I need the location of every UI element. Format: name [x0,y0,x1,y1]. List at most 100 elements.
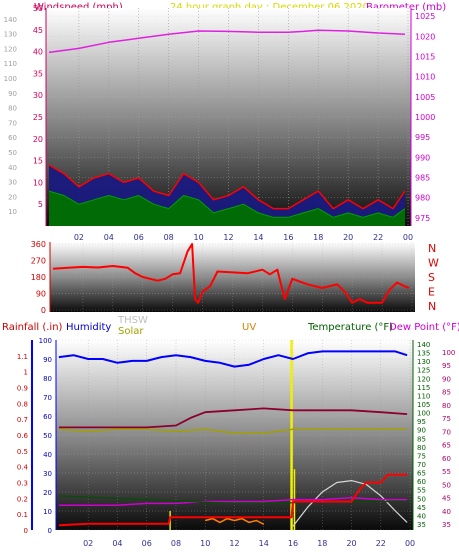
direction-tick: 360 [31,240,46,249]
barometer-tick: 980 [415,194,430,203]
panel1-xtick: 20 [343,233,353,242]
barometer-tick: 1020 [415,32,435,41]
barometer-tick: 1000 [415,113,435,122]
panel3-xtick: 14 [259,539,269,548]
panel1-xtick: 18 [313,233,323,242]
temperature-tick: 110 [417,392,430,400]
rainfall-tick: 0 [24,527,28,535]
windspeed-kmh-tick: 130 [4,31,17,39]
temperature-tick: 70 [417,461,426,469]
panel3-xtick: 00 [405,539,415,548]
panel1-xtick: 06 [134,233,144,242]
temperature-tick: 140 [417,341,430,349]
windspeed-kmh-tick: 110 [4,60,17,68]
panel3-xtick: 08 [171,539,181,548]
temperature-tick: 60 [417,478,426,486]
rainfall-tick: 0.2 [17,495,28,503]
humidity-label: Humidity [66,322,111,333]
panel3-xtick: 16 [288,539,298,548]
temperature-tick: 130 [417,358,430,366]
temperature-tick: 35 [417,521,426,529]
temperature-tick: 80 [417,444,426,452]
rainfall-label: Rainfall (.in) [2,322,63,333]
barometer-tick: 1005 [415,93,435,102]
windspeed-kmh-tick: 70 [8,119,17,127]
windspeed-title: Windspeed (mph) [34,2,123,13]
panel1-xtick: 14 [253,233,263,242]
solar-line [58,428,408,434]
panel3-xtick: 18 [317,539,327,548]
panel3-grid [56,339,413,531]
temperature-tick: 75 [417,452,426,460]
dewpoint-tick: 45 [442,495,451,503]
rainfall-tick: 0.6 [17,432,29,440]
temperature-tick: 45 [417,504,426,512]
direction-tick: 90 [36,290,46,299]
humidity-tick: 0 [48,527,52,535]
rainfall-tick: 1 [24,369,28,377]
humidity-tick: 60 [43,413,52,421]
temperature-tick: 125 [417,367,430,375]
rainfall-tick: 0.3 [17,480,28,488]
panel1-lines [48,29,406,226]
panel3-xtick: 10 [200,539,210,548]
rainfall-tick: 0.1 [17,511,28,519]
temperature-tick: 105 [417,401,430,409]
windspeed-kmh-tick: 40 [8,164,17,172]
dewpoint-tick: 35 [442,521,451,529]
windspeed-kmh-tick: 10 [8,208,17,216]
windspeed-tick: 30 [33,91,43,100]
temperature-tick: 55 [417,487,426,495]
barometer-tick: 1010 [415,73,435,82]
windspeed-kmh-tick: 140 [4,16,17,24]
dewpoint-tick: 65 [442,442,451,450]
temperature-tick: 65 [417,470,426,478]
solar-label: Solar [118,326,144,337]
dewpoint-tick: 50 [442,481,451,489]
windspeed-kmh-tick: 30 [8,179,17,187]
barometer-title: Barometer (mb) [366,2,446,13]
direction-line [52,243,410,304]
panel3-xtick: 12 [229,539,239,548]
temperature-line [58,407,408,429]
panel1-xtick: 00 [403,233,413,242]
compass-label: E [428,286,435,299]
temperature-tick: 40 [417,512,426,520]
direction-tick: 0 [41,306,46,315]
humidity-tick: 20 [43,489,52,497]
panel1-xtick: 16 [283,233,293,242]
windspeed-kmh-tick: 50 [8,149,17,157]
dewpoint-tick: 85 [442,389,451,397]
windspeed-tick: 45 [33,26,43,35]
barometer-tick: 1025 [415,12,435,21]
windspeed-tick: 20 [33,135,43,144]
windspeed-tick: 50 [33,4,43,13]
dewpoint-tick: 75 [442,415,451,423]
windspeed-kmh-tick: 80 [8,105,17,113]
barometer-tick: 985 [415,174,430,183]
windspeed-tick: 5 [38,200,43,209]
temperature-tick: 100 [417,410,430,418]
humidity-tick: 50 [43,432,52,440]
windspeed-tick: 15 [33,157,43,166]
windspeed-kmh-tick: 90 [8,90,17,98]
compass-label: W [428,257,439,270]
barometer-tick: 995 [415,133,430,142]
humidity-tick: 70 [43,394,52,402]
rainfall-line [58,473,408,527]
gust-line [48,164,406,210]
rainfall-tick: 0.5 [17,448,28,456]
rainfall-tick: 1.1 [17,353,28,361]
barometer-tick: 990 [415,153,430,162]
temperature-tick: 120 [417,375,430,383]
panel1-xtick: 02 [74,233,84,242]
compass-label: S [428,271,435,284]
wind-line [48,190,406,218]
temperature-tick: 50 [417,495,426,503]
windspeed-tick: 35 [33,69,43,78]
panel3-xtick: 20 [346,539,356,548]
barometer-tick: 975 [415,214,430,223]
